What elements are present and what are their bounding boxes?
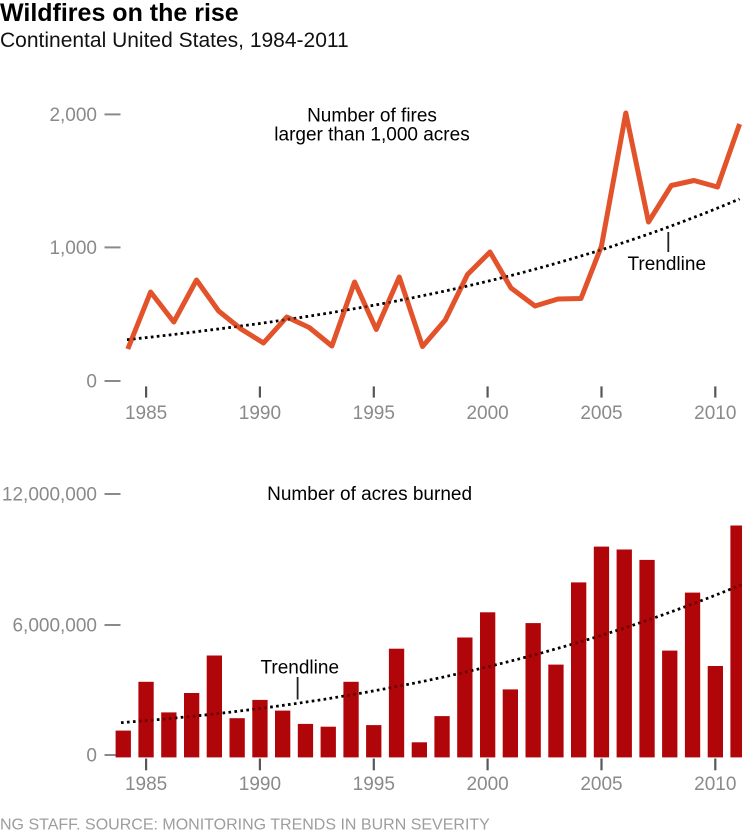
svg-text:NG STAFF. SOURCE: MONITORING T: NG STAFF. SOURCE: MONITORING TRENDS IN B… bbox=[0, 817, 490, 834]
svg-text:Continental United States, 198: Continental United States, 1984-2011 bbox=[0, 29, 349, 52]
svg-text:0: 0 bbox=[86, 372, 97, 393]
svg-text:2000: 2000 bbox=[466, 403, 508, 424]
svg-text:Trendline: Trendline bbox=[628, 254, 707, 275]
svg-text:0: 0 bbox=[86, 746, 97, 767]
svg-text:1,000: 1,000 bbox=[49, 238, 97, 259]
svg-text:Wildfires on the rise: Wildfires on the rise bbox=[0, 0, 239, 27]
svg-text:1990: 1990 bbox=[239, 774, 281, 795]
svg-text:Trendline: Trendline bbox=[261, 658, 340, 679]
svg-text:2010: 2010 bbox=[694, 403, 736, 424]
svg-text:2000: 2000 bbox=[466, 774, 508, 795]
svg-text:12,000,000: 12,000,000 bbox=[2, 485, 97, 506]
svg-text:1985: 1985 bbox=[125, 774, 167, 795]
svg-text:Number of fires: Number of fires bbox=[307, 106, 437, 127]
svg-text:6,000,000: 6,000,000 bbox=[12, 616, 97, 637]
svg-text:larger than 1,000 acres: larger than 1,000 acres bbox=[274, 124, 469, 145]
svg-text:1990: 1990 bbox=[239, 403, 281, 424]
svg-text:2005: 2005 bbox=[580, 774, 622, 795]
svg-text:1995: 1995 bbox=[353, 403, 395, 424]
svg-text:2,000: 2,000 bbox=[49, 105, 97, 126]
svg-text:1995: 1995 bbox=[353, 774, 395, 795]
svg-text:2005: 2005 bbox=[580, 403, 622, 424]
svg-text:1985: 1985 bbox=[125, 403, 167, 424]
svg-text:Number of acres burned: Number of acres burned bbox=[267, 484, 472, 505]
svg-text:2010: 2010 bbox=[694, 774, 736, 795]
